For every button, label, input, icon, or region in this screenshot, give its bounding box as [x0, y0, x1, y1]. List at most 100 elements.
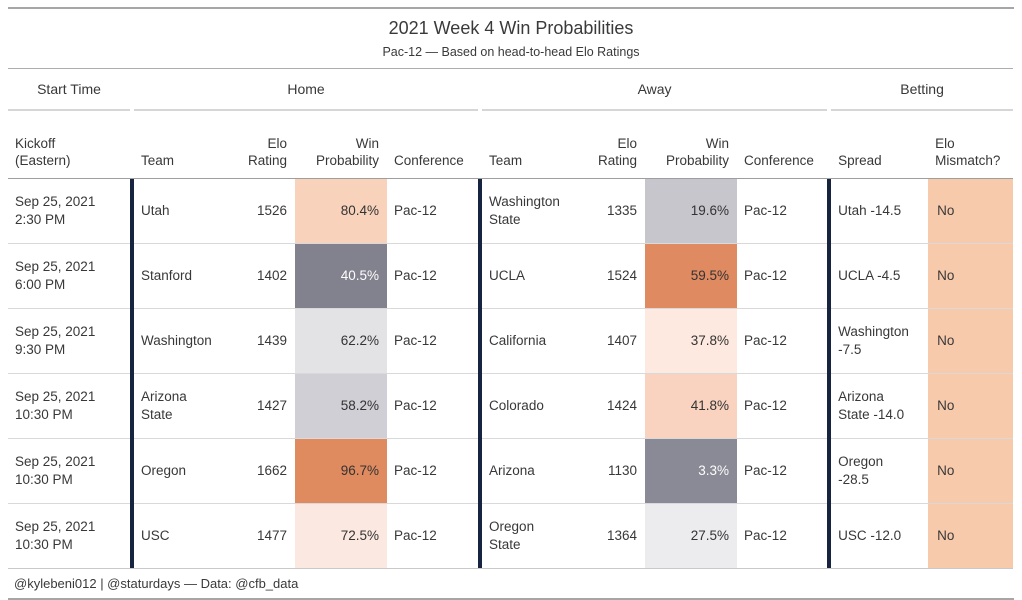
home-team-cell: USC	[134, 503, 240, 568]
table-row: Sep 25, 2021 2:30 PM Utah 1526 80.4% Pac-12 W…	[8, 178, 1014, 244]
table-row: Sep 25, 2021 10:30 PM Arizona State 1427 58…	[8, 373, 1014, 439]
win-probability-table: Start Time Home Away Betting Kickoff (Ea…	[8, 68, 1014, 568]
home-conference-cell: Pac-12	[387, 438, 479, 504]
away-win-cell: 59.5%	[645, 243, 738, 309]
away-elo-cell: 1424	[585, 373, 646, 439]
col-elo-mismatch: Elo Mismatch?	[928, 110, 1014, 179]
kickoff-cell: Sep 25, 2021 10:30 PM	[8, 438, 130, 504]
kickoff-cell: Sep 25, 2021 2:30 PM	[15, 194, 96, 227]
group-betting: Betting	[831, 68, 1014, 111]
away-elo-cell: 1130	[585, 438, 646, 504]
home-elo-cell: 1662	[240, 438, 295, 504]
section-separator	[478, 438, 483, 504]
home-elo-cell: 1427	[240, 373, 295, 439]
col-away-conference: Conference	[737, 110, 828, 179]
elo-mismatch-cell: No	[928, 178, 1014, 244]
col-home-conference: Conference	[387, 110, 479, 179]
table-body: Sep 25, 2021 2:30 PM Utah 1526 80.4% Pac-12 W…	[8, 178, 1014, 568]
away-team-cell: California	[482, 308, 586, 374]
section-separator	[130, 438, 134, 504]
elo-mismatch-cell: No	[928, 373, 1014, 439]
away-win-cell: 37.8%	[645, 308, 738, 374]
away-conference-cell: Pac-12	[737, 243, 828, 309]
home-elo-cell: 1439	[240, 308, 295, 374]
section-separator	[827, 503, 832, 568]
away-conference-cell: Pac-12	[737, 503, 828, 568]
header-gap	[478, 110, 483, 179]
page-subtitle: Pac-12 — Based on head-to-head Elo Ratin…	[382, 45, 640, 59]
home-win-cell: 62.2%	[295, 308, 387, 374]
section-separator	[130, 243, 134, 309]
spread-cell: Oregon -28.5	[831, 438, 929, 504]
section-separator	[827, 308, 832, 374]
section-separator	[827, 178, 832, 244]
home-team-cell: Oregon	[134, 438, 240, 504]
spread-cell: Washington -7.5	[831, 308, 929, 374]
home-conference-cell: Pac-12	[394, 203, 437, 218]
spread-cell: Arizona State -14.0	[831, 373, 929, 439]
elo-mismatch-cell: No	[928, 503, 1014, 568]
col-away-elo: Elo Rating	[585, 110, 646, 179]
footer-divider	[8, 568, 1013, 569]
elo-mismatch-cell: No	[928, 308, 1014, 374]
home-elo-cell: 1477	[240, 503, 295, 568]
away-team-cell: UCLA	[482, 243, 586, 309]
home-win-cell: 96.7%	[295, 438, 387, 504]
home-team-cell: Arizona State	[134, 373, 240, 439]
section-separator	[478, 308, 483, 374]
home-conference-cell: Pac-12	[387, 503, 479, 568]
away-conference-cell: Pac-12	[737, 373, 828, 439]
kickoff-cell: Sep 25, 2021 10:30 PM	[8, 373, 130, 439]
spread-cell: UCLA -4.5	[831, 243, 929, 309]
away-elo-cell: 1335	[607, 203, 638, 218]
header-gap	[130, 110, 134, 179]
section-separator	[478, 178, 483, 244]
away-win-cell: 3.3%	[645, 438, 738, 504]
section-separator	[827, 243, 832, 309]
away-win-cell: 19.6%	[645, 178, 738, 244]
table-row: Sep 25, 2021 6:00 PM Stanford 1402 40.5% Pac…	[8, 243, 1014, 309]
group-home: Home	[134, 68, 479, 111]
section-separator	[478, 373, 483, 439]
header-gap	[827, 110, 832, 179]
column-header-row: Kickoff (Eastern) Team Elo Rating Win Pr…	[8, 110, 1014, 179]
section-separator	[130, 308, 134, 374]
elo-mismatch-cell: No	[928, 438, 1014, 504]
top-rule	[8, 7, 1014, 9]
group-start-time: Start Time	[8, 68, 130, 111]
kickoff-cell: Sep 25, 2021 10:30 PM	[8, 503, 130, 568]
away-conference-cell: Pac-12	[737, 308, 828, 374]
section-separator	[130, 503, 134, 568]
away-team-cell: Arizona	[482, 438, 586, 504]
home-team-cell: Utah	[141, 203, 170, 218]
home-win-cell: 72.5%	[295, 503, 387, 568]
home-elo-cell: 1526	[256, 203, 287, 218]
away-elo-cell: 1364	[585, 503, 646, 568]
home-elo-cell: 1402	[240, 243, 295, 309]
home-conference-cell: Pac-12	[387, 373, 479, 439]
away-team-cell: Oregon State	[482, 503, 586, 568]
table-row: Sep 25, 2021 10:30 PM USC 1477 72.5% Pac-12 O…	[8, 503, 1014, 568]
away-conference-cell: Pac-12	[744, 203, 787, 218]
section-separator	[827, 373, 832, 439]
group-header-row: Start Time Home Away Betting	[8, 68, 1014, 111]
table-row: Sep 25, 2021 9:30 PM Washington 1439 62.2% P…	[8, 308, 1014, 374]
home-win-cell: 40.5%	[295, 243, 387, 309]
col-spread: Spread	[831, 110, 929, 179]
away-team-cell: Colorado	[482, 373, 586, 439]
home-team-cell: Stanford	[134, 243, 240, 309]
col-home-elo: Elo Rating	[240, 110, 295, 179]
col-home-win: Win Probability	[295, 110, 387, 179]
kickoff-cell: Sep 25, 2021 6:00 PM	[8, 243, 130, 309]
kickoff-cell: Sep 25, 2021 9:30 PM	[8, 308, 130, 374]
col-home-team: Team	[134, 110, 240, 179]
elo-mismatch-cell: No	[928, 243, 1014, 309]
home-win-cell: 80.4%	[295, 178, 387, 244]
col-away-team: Team	[482, 110, 586, 179]
away-elo-cell: 1407	[585, 308, 646, 374]
page-title: 2021 Week 4 Win Probabilities	[388, 18, 634, 38]
away-team-cell: Washington State	[489, 194, 560, 227]
away-conference-cell: Pac-12	[737, 438, 828, 504]
spread-cell: USC -12.0	[831, 503, 929, 568]
section-separator	[827, 438, 832, 504]
